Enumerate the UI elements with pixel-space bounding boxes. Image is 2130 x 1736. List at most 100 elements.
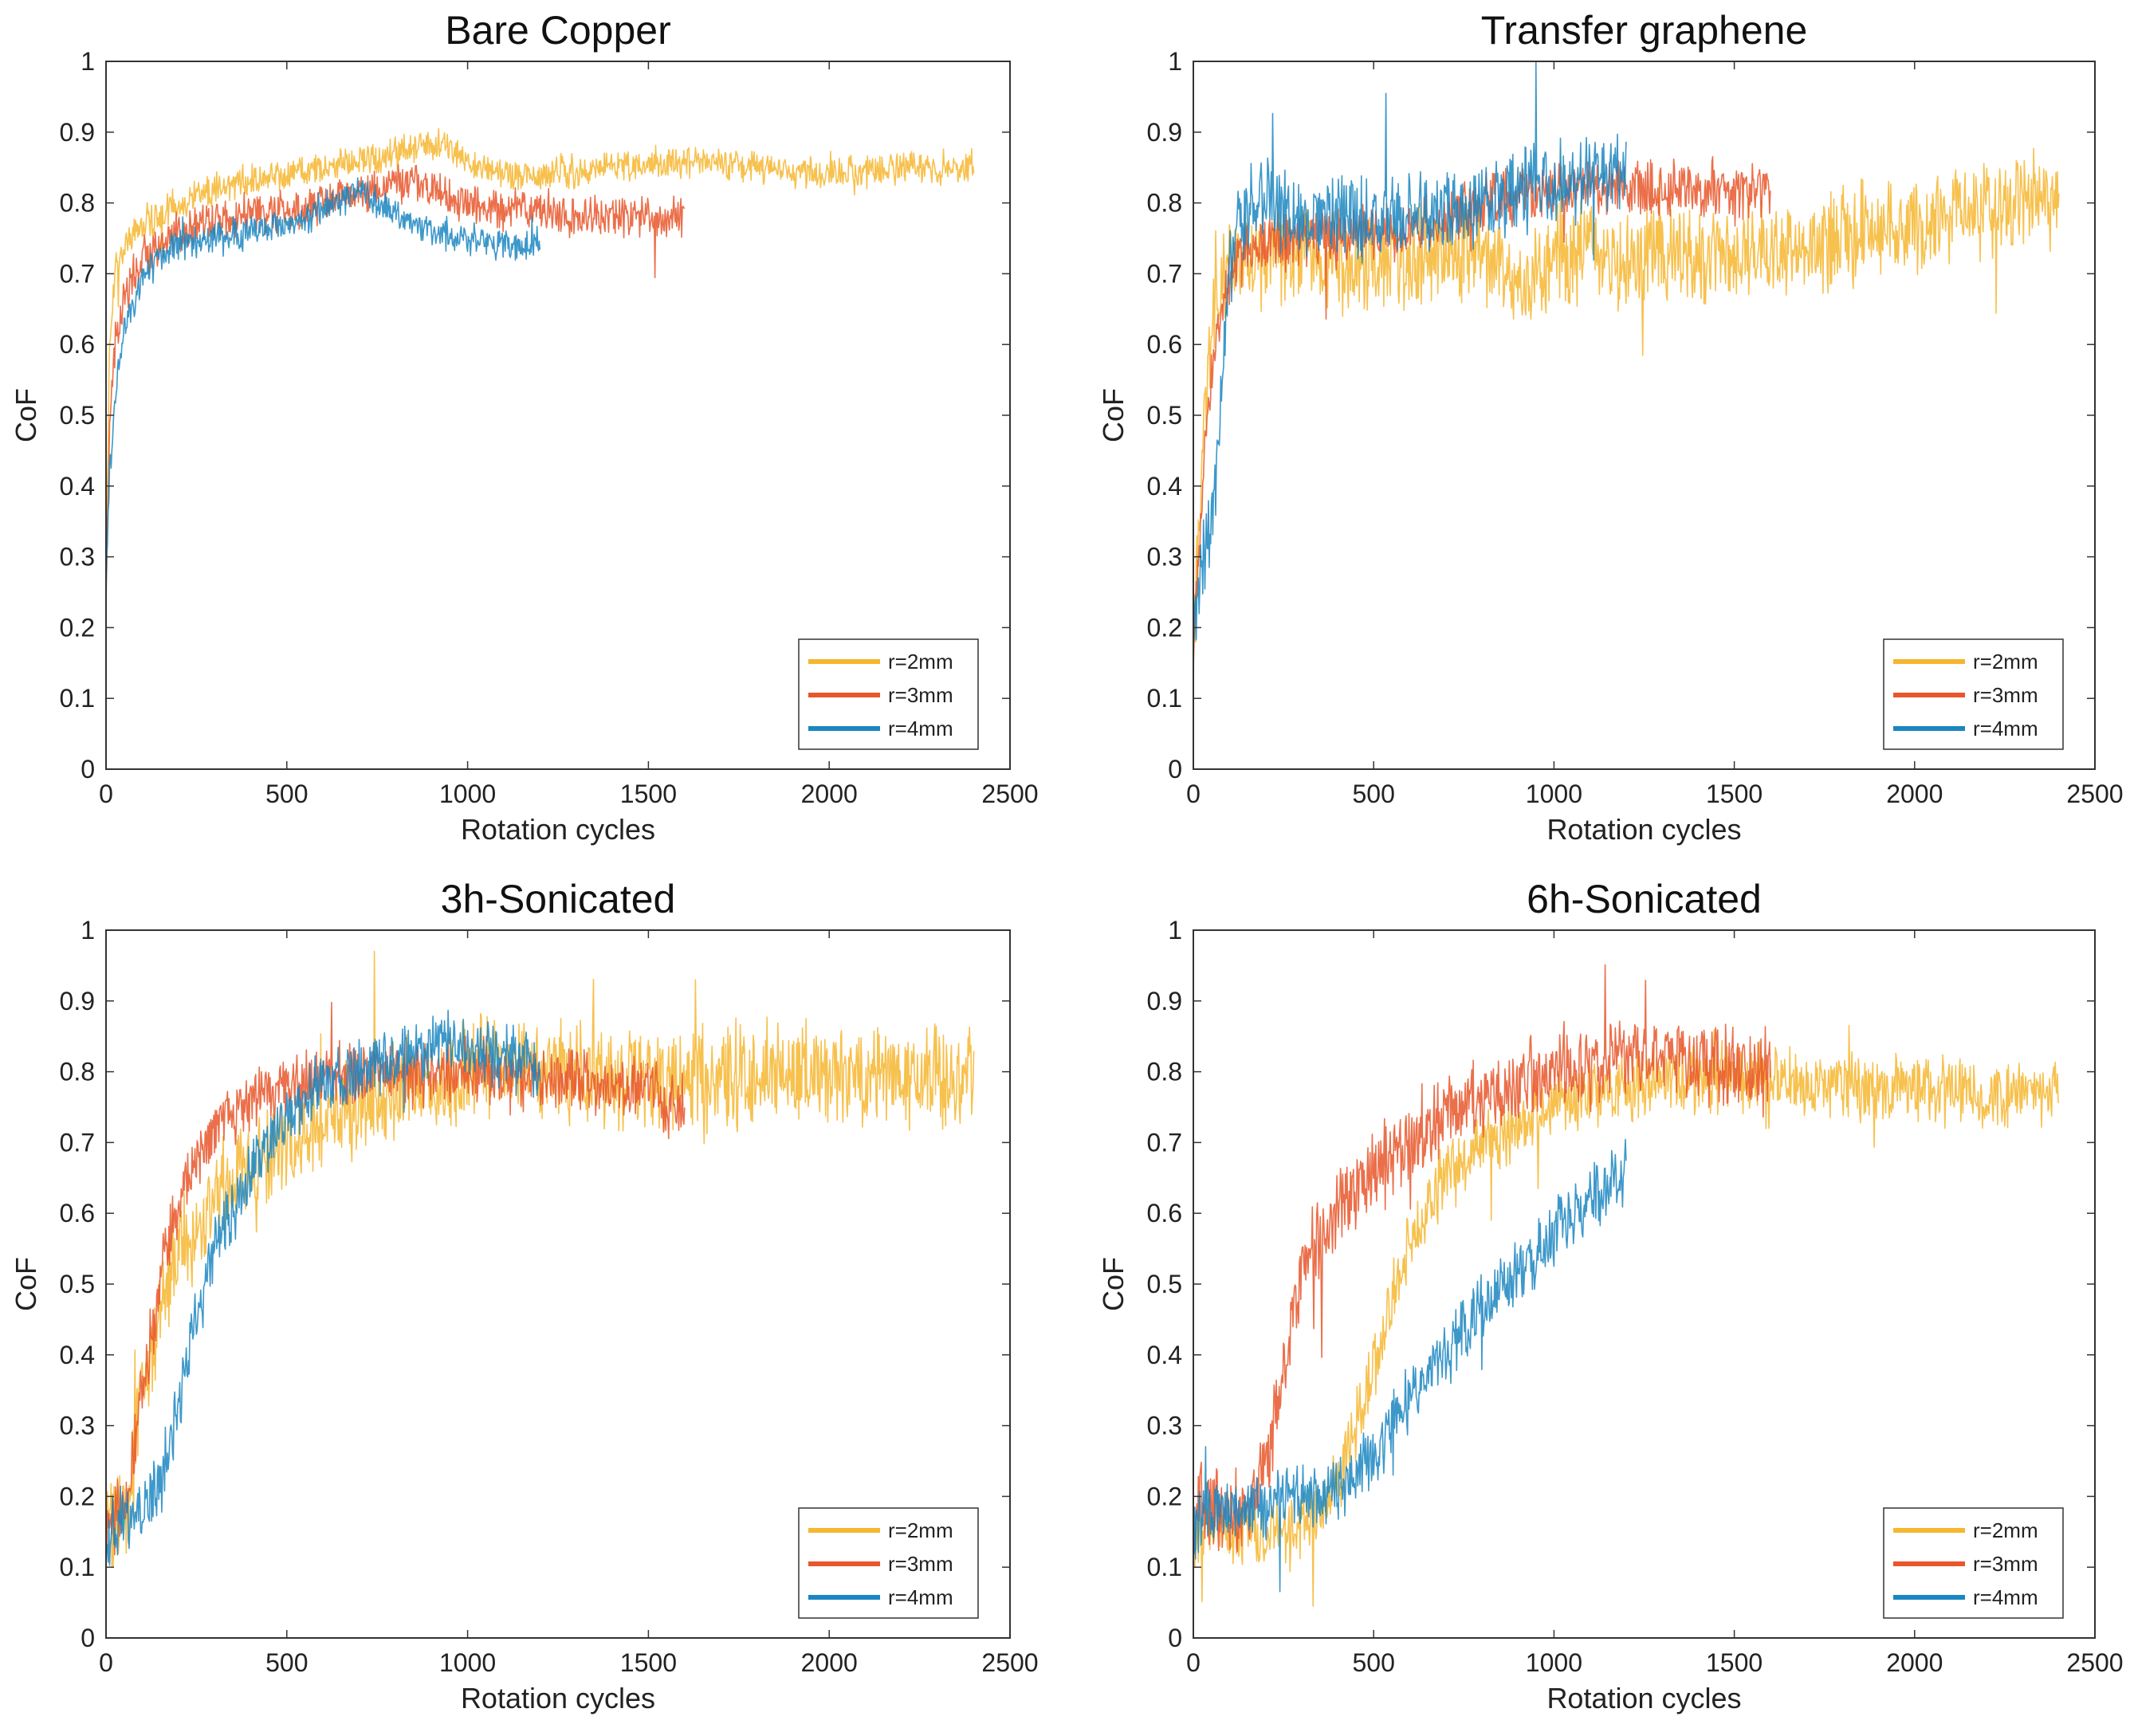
- series-group: [106, 128, 975, 607]
- y-tick-label: 0.5: [1147, 401, 1182, 430]
- x-tick-label: 500: [1353, 1648, 1395, 1677]
- y-tick-label: 0.3: [1147, 1412, 1182, 1440]
- y-tick-label: 0.8: [60, 1058, 95, 1086]
- y-tick-label: 0.5: [1147, 1270, 1182, 1298]
- x-tick-label: 1500: [620, 780, 677, 808]
- y-tick-label: 0.2: [60, 1482, 95, 1510]
- y-tick-label: 0.3: [60, 543, 95, 571]
- x-tick-label: 500: [265, 780, 308, 808]
- y-axis-label: CoF: [1097, 388, 1130, 442]
- y-axis-label: CoF: [10, 1257, 42, 1311]
- chart-title: 3h-Sonicated: [441, 877, 676, 921]
- x-axis-label: Rotation cycles: [461, 813, 655, 846]
- series-line-r4mm: [1193, 61, 1627, 641]
- x-tick-label: 1500: [1706, 1648, 1763, 1677]
- y-tick-label: 0.5: [60, 1270, 95, 1298]
- y-tick-label: 1: [1168, 47, 1182, 76]
- y-tick-label: 0.2: [1147, 613, 1182, 642]
- y-tick-label: 0.8: [1147, 189, 1182, 218]
- y-tick-label: 0.5: [60, 401, 95, 430]
- x-tick-label: 2000: [801, 780, 858, 808]
- y-tick-label: 0.2: [60, 613, 95, 642]
- chart-title: Bare Copper: [445, 8, 671, 53]
- y-tick-label: 0.7: [60, 1128, 95, 1157]
- y-tick-label: 0.1: [1147, 684, 1182, 713]
- chart-title: Transfer graphene: [1481, 8, 1808, 53]
- y-tick-label: 1: [81, 916, 95, 945]
- y-axis-label: CoF: [1097, 1257, 1130, 1311]
- x-tick-label: 2500: [2066, 780, 2123, 808]
- y-tick-label: 0.6: [60, 330, 95, 359]
- y-tick-label: 0.8: [1147, 1058, 1182, 1086]
- y-tick-label: 0.1: [1147, 1553, 1182, 1581]
- y-tick-label: 0.9: [60, 118, 95, 147]
- series-group: [1193, 964, 2060, 1607]
- series-line-r2mm: [106, 950, 975, 1567]
- series-line-r2mm: [106, 128, 975, 598]
- legend-label: r=4mm: [888, 717, 953, 740]
- chart-panel-3: 3h-Sonicated 0 0.1 0.2 0.3 0.4 0.5 0.6 0.7 0.8 0.9…: [10, 877, 1039, 1714]
- legend-label: r=2mm: [1973, 650, 2038, 674]
- x-tick-label: 2500: [981, 1648, 1038, 1677]
- y-tick-label: 0.9: [1147, 987, 1182, 1015]
- x-axis-label: Rotation cycles: [1546, 813, 1741, 846]
- y-tick-label: 0.1: [60, 684, 95, 713]
- y-tick-label: 0.6: [1147, 1199, 1182, 1227]
- series-line-r4mm: [106, 1009, 541, 1570]
- y-tick-label: 0.7: [1147, 1128, 1182, 1157]
- legend-label: r=3mm: [1973, 1552, 2038, 1576]
- x-tick-label: 2500: [2066, 1648, 2123, 1677]
- y-tick-label: 0.6: [1147, 330, 1182, 359]
- x-tick-label: 2000: [801, 1648, 858, 1677]
- y-tick-label: 0.4: [1147, 472, 1182, 501]
- y-tick-label: 1: [81, 47, 95, 76]
- x-tick-label: 0: [99, 1648, 113, 1677]
- legend-label: r=2mm: [888, 650, 953, 674]
- x-axis-label: Rotation cycles: [1546, 1682, 1741, 1714]
- chart-title: 6h-Sonicated: [1527, 877, 1762, 921]
- y-tick-label: 0.3: [60, 1412, 95, 1440]
- legend-label: r=3mm: [888, 1552, 953, 1576]
- x-tick-label: 1000: [439, 780, 496, 808]
- x-tick-label: 1500: [1706, 780, 1763, 808]
- x-tick-label: 1000: [439, 1648, 496, 1677]
- x-tick-label: 500: [265, 1648, 308, 1677]
- y-tick-label: 0.4: [60, 472, 95, 501]
- x-tick-label: 0: [99, 780, 113, 808]
- y-tick-label: 1: [1168, 916, 1182, 945]
- x-tick-label: 2000: [1886, 780, 1943, 808]
- series-line-r4mm: [1193, 1138, 1627, 1593]
- x-tick-label: 500: [1353, 780, 1395, 808]
- y-tick-label: 0.8: [60, 189, 95, 218]
- chart-panel-1: Bare Copper 0 0.1 0.2 0.3 0.4 0.5 0.6 0.7 0.8 0.9 1…: [10, 8, 1039, 846]
- series-line-r3mm: [106, 163, 686, 585]
- x-tick-label: 0: [1186, 1648, 1201, 1677]
- legend-label: r=2mm: [888, 1518, 953, 1542]
- legend-label: r=4mm: [888, 1585, 953, 1609]
- y-tick-label: 0: [1168, 755, 1182, 784]
- legend: r=2mm r=3mm r=4mm: [798, 1507, 979, 1619]
- y-tick-label: 0.1: [60, 1553, 95, 1581]
- x-tick-label: 1000: [1526, 780, 1582, 808]
- series-line-r4mm: [106, 177, 541, 607]
- legend-label: r=3mm: [888, 683, 953, 707]
- y-tick-label: 0: [81, 1624, 95, 1652]
- legend-label: r=4mm: [1973, 1585, 2038, 1609]
- y-tick-label: 0.9: [1147, 118, 1182, 147]
- y-tick-label: 0.9: [60, 987, 95, 1015]
- x-tick-label: 2000: [1886, 1648, 1943, 1677]
- legend-label: r=2mm: [1973, 1518, 2038, 1542]
- y-axis-label: CoF: [10, 388, 42, 442]
- series-group: [106, 950, 975, 1570]
- y-tick-label: 0.4: [60, 1341, 95, 1369]
- legend-label: r=3mm: [1973, 683, 2038, 707]
- y-tick-label: 0.4: [1147, 1341, 1182, 1369]
- series-line-r3mm: [1193, 964, 1771, 1555]
- x-axis-label: Rotation cycles: [461, 1682, 655, 1714]
- y-tick-label: 0.7: [1147, 259, 1182, 288]
- legend-label: r=4mm: [1973, 717, 2038, 740]
- chart-panel-2: Transfer graphene 0 0.1 0.2 0.3 0.4 0.5 0.6 0.7 0…: [1097, 8, 2124, 846]
- chart-panel-4: 6h-Sonicated 0 0.1 0.2 0.3 0.4 0.5 0.6 0.7 0.8 0.9…: [1097, 877, 2124, 1714]
- x-tick-label: 1500: [620, 1648, 677, 1677]
